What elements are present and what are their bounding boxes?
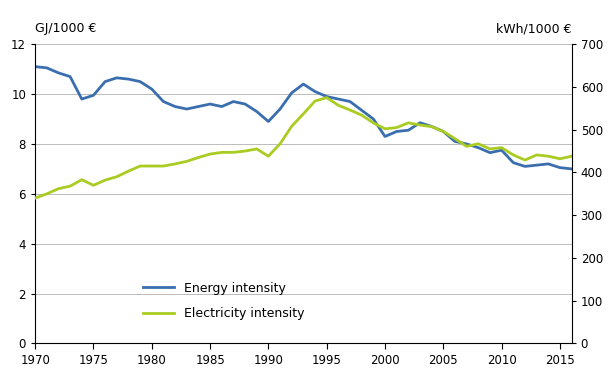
Energy intensity [335, 97, 342, 101]
Electricity intensity [463, 144, 470, 149]
Electricity intensity [440, 129, 447, 134]
Energy intensity [160, 99, 167, 104]
Electricity intensity [556, 156, 564, 161]
Energy intensity [78, 97, 85, 101]
Electricity intensity [533, 153, 540, 157]
Energy intensity [125, 77, 132, 81]
Energy intensity [241, 102, 249, 106]
Energy intensity [440, 129, 447, 134]
Energy intensity [218, 104, 225, 109]
Electricity intensity [253, 147, 260, 151]
Energy intensity [346, 99, 354, 104]
Electricity intensity [428, 124, 435, 129]
Energy intensity [300, 82, 307, 86]
Energy intensity [288, 91, 295, 95]
Electricity intensity [393, 125, 400, 130]
Electricity intensity [195, 155, 202, 160]
Electricity intensity [90, 183, 97, 187]
Line: Electricity intensity: Electricity intensity [35, 98, 572, 198]
Electricity intensity [335, 103, 342, 108]
Electricity intensity [521, 158, 529, 162]
Energy intensity [393, 129, 400, 134]
Electricity intensity [171, 162, 179, 166]
Energy intensity [311, 89, 319, 94]
Text: GJ/1000 €: GJ/1000 € [35, 22, 96, 35]
Electricity intensity [43, 192, 50, 196]
Energy intensity [451, 139, 459, 144]
Energy intensity [55, 71, 62, 75]
Electricity intensity [451, 136, 459, 141]
Energy intensity [265, 119, 272, 124]
Legend: Energy intensity, Electricity intensity: Energy intensity, Electricity intensity [138, 277, 309, 325]
Electricity intensity [370, 121, 377, 125]
Electricity intensity [183, 159, 190, 164]
Energy intensity [171, 104, 179, 109]
Energy intensity [230, 99, 237, 104]
Energy intensity [183, 107, 190, 111]
Electricity intensity [416, 123, 424, 127]
Electricity intensity [113, 175, 120, 179]
Electricity intensity [218, 150, 225, 155]
Energy intensity [381, 134, 389, 139]
Energy intensity [568, 167, 575, 171]
Energy intensity [66, 74, 74, 79]
Electricity intensity [241, 149, 249, 153]
Electricity intensity [265, 154, 272, 158]
Electricity intensity [545, 154, 552, 158]
Electricity intensity [568, 154, 575, 158]
Electricity intensity [405, 121, 412, 125]
Energy intensity [323, 94, 330, 99]
Energy intensity [253, 109, 260, 114]
Energy intensity [556, 165, 564, 170]
Electricity intensity [510, 153, 517, 157]
Electricity intensity [101, 178, 109, 183]
Energy intensity [428, 124, 435, 129]
Electricity intensity [148, 164, 155, 168]
Electricity intensity [288, 124, 295, 129]
Energy intensity [370, 117, 377, 121]
Energy intensity [486, 150, 494, 155]
Electricity intensity [230, 150, 237, 155]
Energy intensity [206, 102, 214, 106]
Energy intensity [101, 79, 109, 84]
Electricity intensity [346, 108, 354, 112]
Energy intensity [498, 148, 505, 152]
Electricity intensity [206, 152, 214, 156]
Electricity intensity [323, 95, 330, 100]
Electricity intensity [66, 184, 74, 188]
Electricity intensity [31, 196, 39, 200]
Electricity intensity [276, 141, 284, 146]
Electricity intensity [125, 169, 132, 174]
Electricity intensity [498, 146, 505, 150]
Energy intensity [405, 128, 412, 133]
Energy intensity [545, 162, 552, 166]
Energy intensity [195, 104, 202, 109]
Energy intensity [90, 93, 97, 98]
Energy intensity [31, 64, 39, 69]
Energy intensity [475, 146, 482, 150]
Energy intensity [358, 108, 365, 113]
Line: Energy intensity: Energy intensity [35, 67, 572, 169]
Energy intensity [148, 87, 155, 91]
Electricity intensity [136, 164, 144, 168]
Energy intensity [276, 107, 284, 111]
Electricity intensity [358, 113, 365, 118]
Energy intensity [533, 163, 540, 167]
Electricity intensity [311, 99, 319, 103]
Electricity intensity [475, 141, 482, 146]
Electricity intensity [300, 112, 307, 116]
Energy intensity [43, 66, 50, 70]
Energy intensity [510, 160, 517, 165]
Electricity intensity [55, 186, 62, 191]
Electricity intensity [381, 127, 389, 131]
Energy intensity [463, 142, 470, 146]
Text: kWh/1000 €: kWh/1000 € [496, 22, 572, 35]
Energy intensity [113, 76, 120, 80]
Electricity intensity [486, 147, 494, 151]
Energy intensity [136, 79, 144, 84]
Energy intensity [521, 164, 529, 169]
Electricity intensity [160, 164, 167, 168]
Energy intensity [416, 121, 424, 125]
Electricity intensity [78, 177, 85, 182]
